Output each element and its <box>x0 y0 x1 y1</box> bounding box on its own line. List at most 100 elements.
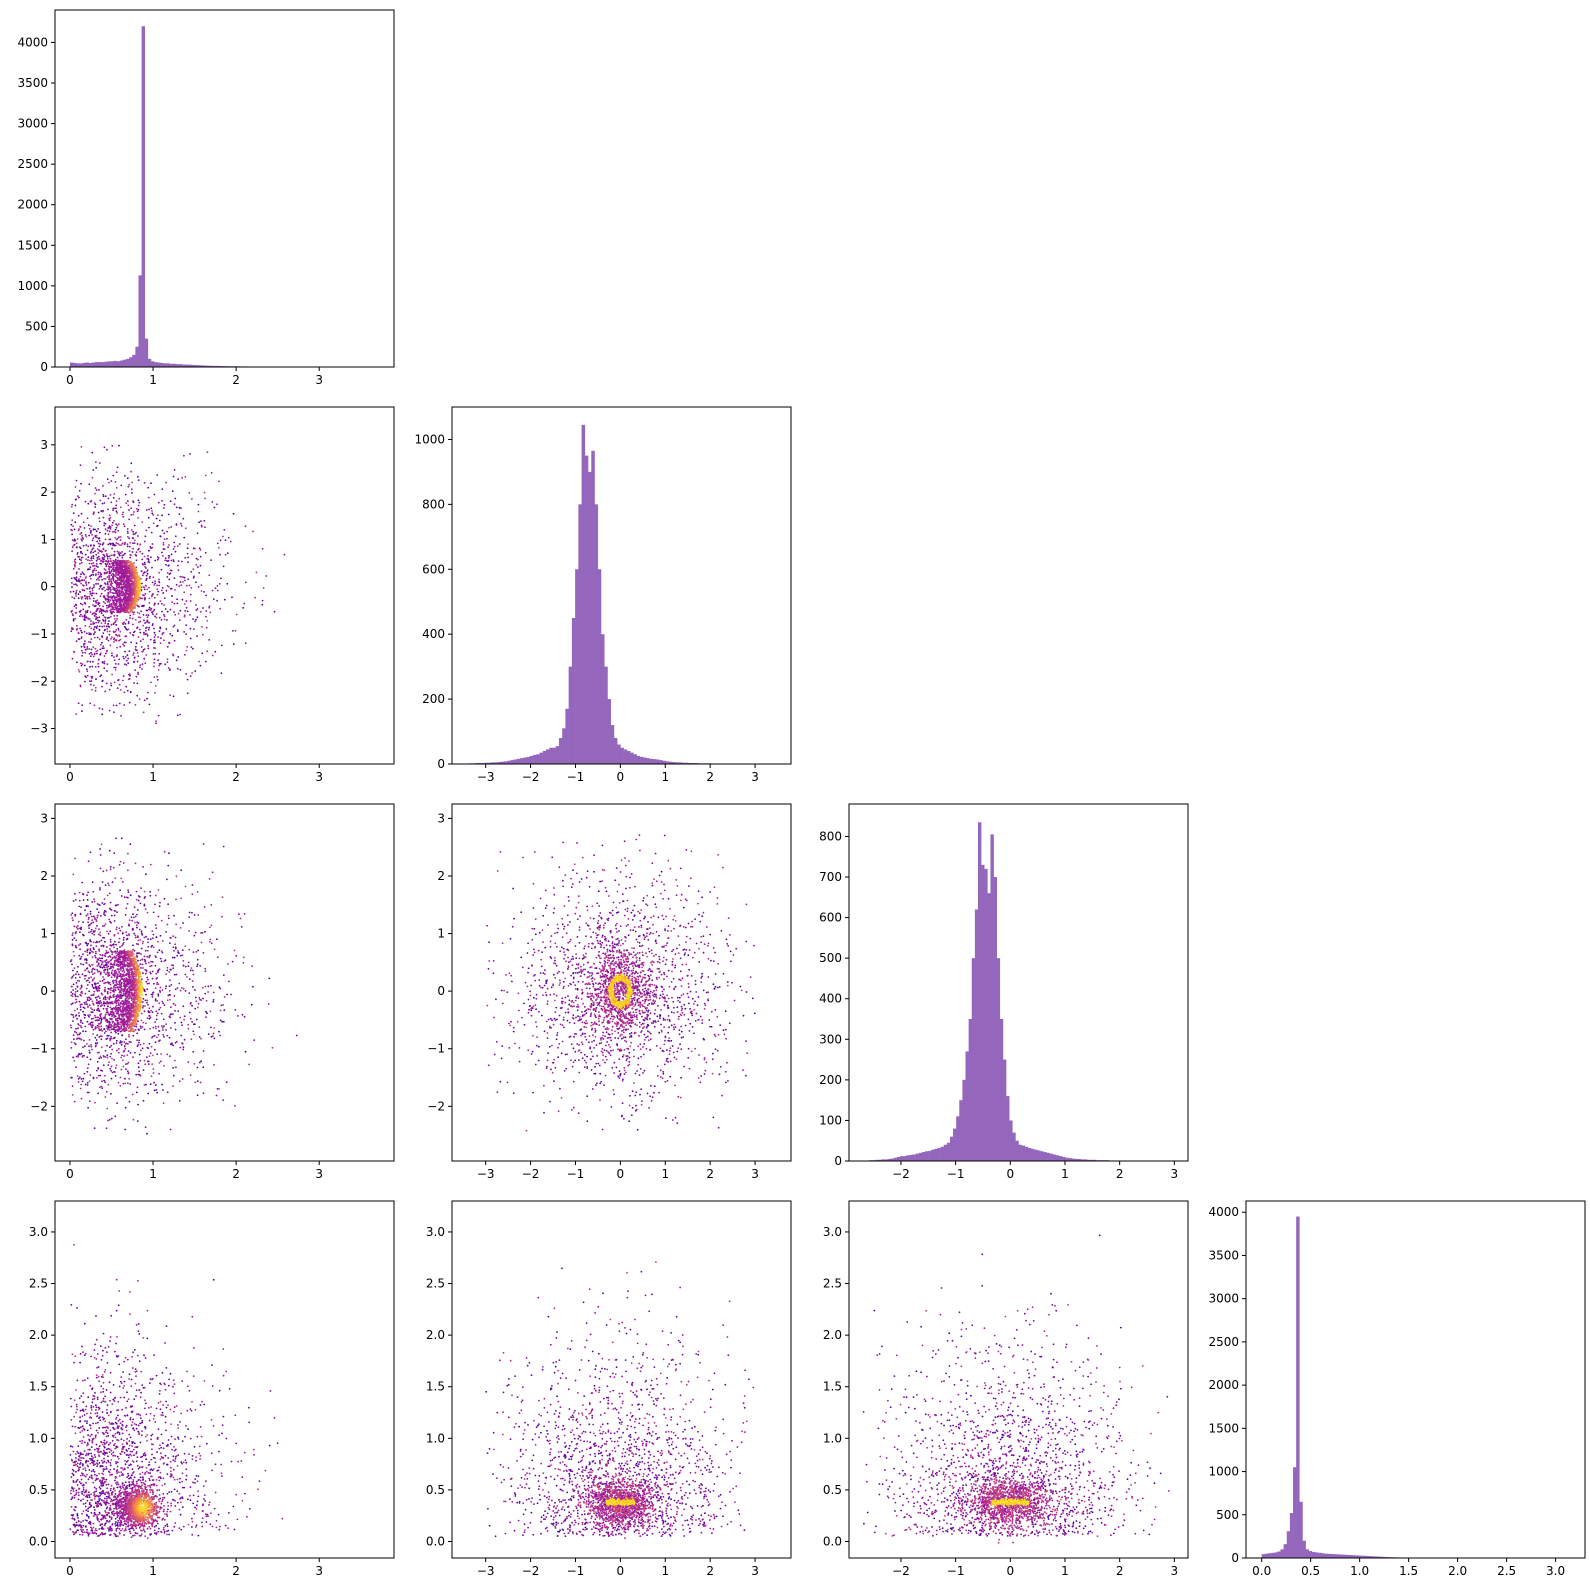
scatter-0-2-point <box>139 1025 142 1028</box>
scatter-0-2-point <box>89 1014 91 1016</box>
scatter-0-1-point <box>127 577 129 579</box>
scatter-0-2-point <box>89 923 92 926</box>
scatter-0-1-point <box>177 612 180 615</box>
scatter-0-1-point <box>133 586 136 588</box>
scatter-0-2-point <box>253 1039 256 1041</box>
scatter-0-1-point <box>168 526 170 529</box>
scatter-0-1-point <box>126 575 128 577</box>
scatter-0-2-points <box>69 837 298 1135</box>
scatter-0-1-point <box>122 566 124 569</box>
scatter-0-1-point <box>198 521 201 524</box>
scatter-0-1-point <box>83 664 86 667</box>
scatter-0-1-point <box>80 446 83 448</box>
scatter-0-1-point <box>143 540 146 543</box>
scatter-0-1-point <box>255 571 258 574</box>
scatter-0-1-point <box>81 615 84 618</box>
scatter-0-1-point <box>132 588 135 591</box>
scatter-0-2-point <box>200 1060 203 1063</box>
scatter-0-1-point <box>78 496 80 499</box>
hist-0-y-tick-label: 4000 <box>17 35 48 49</box>
scatter-0-2-point <box>141 958 144 961</box>
scatter-0-2-point <box>135 1025 138 1028</box>
scatter-0-1-point <box>86 595 89 598</box>
scatter-0-2-point <box>75 926 78 928</box>
scatter-0-2-point <box>79 1025 82 1027</box>
scatter-0-1-point <box>173 541 176 544</box>
scatter-0-2-point <box>163 960 166 963</box>
scatter-0-1-point <box>92 547 95 550</box>
scatter-0-1-point <box>158 630 161 633</box>
scatter-0-2-point <box>73 1030 76 1033</box>
scatter-0-2-point <box>108 988 110 990</box>
scatter-0-2-point <box>99 914 102 917</box>
scatter-0-2-point <box>103 924 106 927</box>
scatter-0-2-point <box>124 1082 127 1085</box>
scatter-0-1-point <box>135 642 138 645</box>
scatter-0-1-point <box>113 596 116 598</box>
scatter-0-2-point <box>196 963 199 966</box>
scatter-0-2-point <box>97 1092 99 1095</box>
scatter-0-2-point <box>107 882 109 885</box>
scatter-0-1-point <box>95 489 98 491</box>
scatter-0-2-point <box>207 991 210 993</box>
scatter-0-1-point <box>136 660 139 663</box>
scatter-0-1-point <box>126 589 128 591</box>
hist-1-bar <box>536 754 540 764</box>
scatter-0-2-point <box>85 961 88 964</box>
scatter-0-1-point <box>190 570 193 573</box>
scatter-0-1-point <box>106 628 109 630</box>
hist-3-bar <box>1327 1553 1331 1558</box>
scatter-0-1-point <box>169 668 172 671</box>
scatter-0-1-point <box>81 596 84 598</box>
scatter-0-1-point <box>186 584 188 587</box>
scatter-0-2-point <box>85 1001 87 1003</box>
scatter-0-1-point <box>121 600 124 602</box>
scatter-0-1-y-tick-label: 3 <box>40 438 48 452</box>
scatter-0-1-point <box>92 684 95 687</box>
scatter-0-1-point <box>232 630 234 632</box>
scatter-0-1-point <box>94 666 97 668</box>
scatter-0-1-point <box>97 566 99 568</box>
scatter-0-1-point <box>148 549 151 552</box>
scatter-0-1-point <box>162 543 165 546</box>
scatter-0-2-point <box>202 952 205 954</box>
scatter-0-1-point <box>125 611 127 614</box>
scatter-0-1-point <box>157 501 160 504</box>
scatter-0-1-point <box>95 601 98 604</box>
scatter-0-2-point <box>166 878 168 881</box>
scatter-0-1-point <box>116 599 118 601</box>
scatter-0-2-point <box>127 869 129 872</box>
scatter-0-1-point <box>81 552 84 555</box>
scatter-0-1-point <box>206 650 209 652</box>
scatter-0-1-point <box>89 575 91 578</box>
scatter-0-1-point <box>109 494 112 496</box>
scatter-0-1-point <box>273 610 276 613</box>
scatter-0-1-point <box>126 528 129 530</box>
scatter-0-2-point <box>86 1067 89 1069</box>
scatter-0-2-point <box>148 1042 151 1045</box>
scatter-0-1-point <box>125 641 127 644</box>
scatter-0-2-point <box>152 911 155 914</box>
scatter-0-1-point <box>151 546 154 549</box>
hist-0-bar <box>82 362 86 367</box>
scatter-0-1-point <box>155 613 158 615</box>
scatter-0-2-point <box>167 994 170 997</box>
scatter-0-2-point <box>171 1043 173 1046</box>
scatter-0-1-point <box>194 547 196 550</box>
scatter-0-1-point <box>108 616 110 619</box>
scatter-0-1-point <box>108 620 110 622</box>
scatter-0-1-point <box>81 588 84 591</box>
scatter-0-2-point <box>187 1023 190 1026</box>
hist-2-bar <box>893 1157 898 1161</box>
scatter-0-1-point <box>84 640 86 643</box>
scatter-0-1-point <box>204 551 207 554</box>
scatter-0-1-point <box>94 600 97 602</box>
scatter-0-2-point <box>182 960 185 962</box>
scatter-0-2-point <box>127 1043 129 1045</box>
scatter-0-2-point <box>126 903 129 905</box>
scatter-0-1-point <box>169 500 172 503</box>
scatter-0-2-point <box>184 945 187 947</box>
scatter-0-2-point <box>101 881 104 883</box>
scatter-0-1-point <box>90 499 93 502</box>
hist-1-bar <box>520 758 524 764</box>
